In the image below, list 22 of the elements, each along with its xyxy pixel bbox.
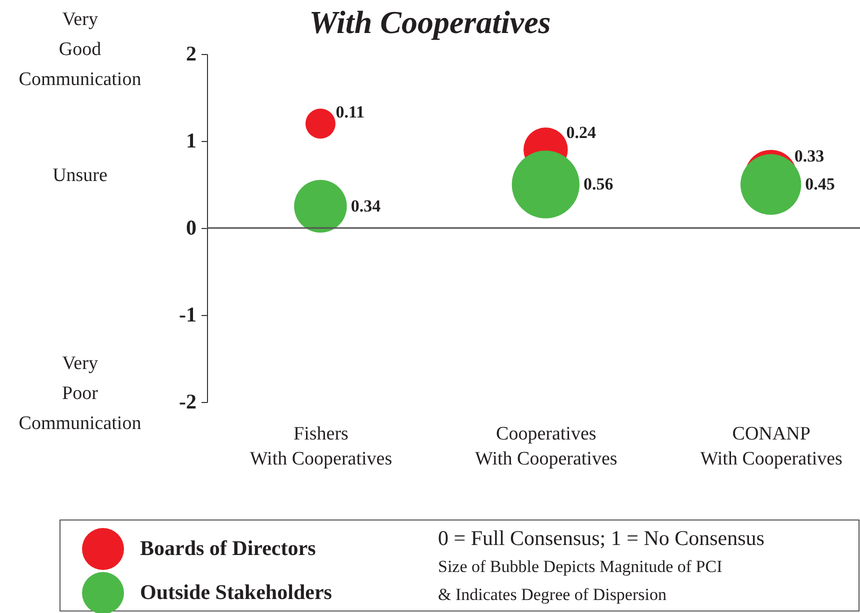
y-tick-label: 0 <box>186 216 196 240</box>
text: Very Good Communication <box>18 9 142 90</box>
y-tick-label: -1 <box>179 302 196 326</box>
text: 0 = Full Consensus; 1 = No Consensus <box>438 526 764 550</box>
text: Unsure <box>52 165 108 186</box>
text: Size of Bubble Depicts Magnitude of PCI & Indicates Degree of Dispersion <box>438 557 723 604</box>
x-tick-label: CONANP With Cooperatives <box>700 424 842 470</box>
data-label: 0.56 <box>584 174 614 194</box>
data-label: 0.11 <box>336 102 365 122</box>
text: Very Poor Communication <box>18 353 142 434</box>
y-tick-label: -2 <box>179 390 196 414</box>
data-label: 0.33 <box>794 146 824 166</box>
x-tick-label: Fishers With Cooperatives <box>250 424 392 470</box>
x-tick-label: Cooperatives With Cooperatives <box>475 424 618 470</box>
legend-label: Boards of Directors <box>140 536 316 560</box>
data-label: 0.24 <box>566 123 597 142</box>
chart-title: With Cooperatives <box>309 4 551 40</box>
y-tick-label: 2 <box>186 42 196 66</box>
data-label: 0.34 <box>350 196 382 216</box>
legend-label: Outside Stakeholders <box>140 580 332 604</box>
y-tick-label: 1 <box>186 128 196 152</box>
data-label: 0.45 <box>805 174 835 194</box>
